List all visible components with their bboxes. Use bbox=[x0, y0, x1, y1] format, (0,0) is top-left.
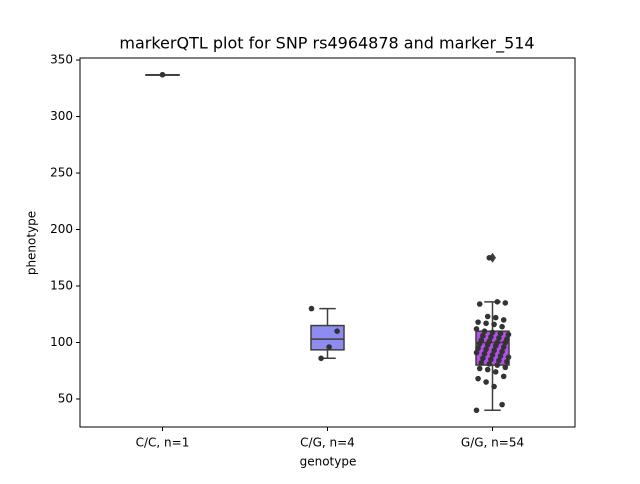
data-point bbox=[488, 356, 494, 363]
data-point bbox=[489, 329, 496, 336]
data-point bbox=[504, 336, 510, 342]
data-point bbox=[483, 320, 489, 327]
y-tick-label: 50 bbox=[58, 391, 73, 405]
data-point bbox=[491, 383, 497, 390]
data-point bbox=[484, 313, 491, 320]
data-point bbox=[480, 355, 486, 362]
outlier bbox=[489, 252, 496, 263]
data-point bbox=[484, 366, 491, 373]
y-tick-label: 200 bbox=[50, 222, 73, 236]
data-point bbox=[483, 379, 489, 385]
data-point bbox=[481, 328, 488, 334]
x-tick-label: C/G, n=4 bbox=[300, 436, 355, 450]
data-point bbox=[494, 339, 501, 346]
data-point bbox=[492, 314, 499, 321]
data-point bbox=[502, 364, 509, 371]
x-axis-label: genotype bbox=[300, 455, 357, 469]
data-point bbox=[488, 334, 494, 340]
data-point bbox=[480, 332, 486, 339]
data-point bbox=[476, 301, 483, 307]
data-point bbox=[334, 328, 340, 334]
data-point bbox=[486, 338, 493, 345]
data-point bbox=[326, 344, 332, 350]
y-tick-label: 150 bbox=[50, 278, 73, 292]
data-point bbox=[318, 355, 324, 362]
data-point bbox=[496, 357, 502, 364]
data-point bbox=[486, 254, 493, 261]
y-tick-label: 100 bbox=[50, 335, 73, 349]
data-point bbox=[476, 365, 483, 372]
data-point bbox=[500, 373, 507, 380]
data-point bbox=[489, 352, 496, 358]
data-point bbox=[496, 335, 502, 341]
data-point bbox=[481, 350, 488, 357]
y-tick-label: 250 bbox=[50, 166, 73, 180]
data-point bbox=[473, 407, 480, 414]
data-point bbox=[499, 348, 505, 355]
data-point bbox=[494, 362, 501, 368]
data-point bbox=[504, 358, 510, 365]
data-point bbox=[475, 375, 481, 382]
data-point bbox=[499, 323, 505, 330]
data-point bbox=[483, 346, 489, 353]
chart-title: markerQTL plot for SNP rs4964878 and mar… bbox=[119, 34, 534, 54]
data-point bbox=[491, 347, 497, 354]
data-point bbox=[308, 305, 315, 312]
data-point bbox=[473, 326, 480, 332]
data-point bbox=[491, 321, 497, 328]
data-point bbox=[475, 345, 481, 351]
data-point bbox=[500, 344, 507, 350]
data-point bbox=[475, 319, 481, 325]
x-tick-label: G/G, n=54 bbox=[461, 436, 524, 450]
x-tick-label: C/C, n=1 bbox=[136, 436, 190, 450]
data-point bbox=[502, 300, 509, 306]
data-point bbox=[492, 369, 499, 375]
data-point bbox=[505, 331, 512, 338]
y-tick-label: 300 bbox=[50, 109, 73, 123]
data-point bbox=[478, 337, 485, 344]
data-point bbox=[505, 354, 512, 360]
data-point bbox=[499, 401, 505, 408]
data-point bbox=[486, 361, 493, 367]
data-point bbox=[494, 299, 501, 305]
y-tick-label: 350 bbox=[50, 53, 73, 67]
data-point bbox=[159, 71, 166, 78]
plot-frame bbox=[79, 57, 576, 428]
data-point bbox=[497, 330, 504, 337]
data-point bbox=[473, 349, 480, 356]
data-point bbox=[500, 317, 507, 323]
y-axis-label: phenotype bbox=[25, 211, 39, 275]
data-point bbox=[497, 353, 504, 359]
data-point bbox=[478, 360, 485, 366]
